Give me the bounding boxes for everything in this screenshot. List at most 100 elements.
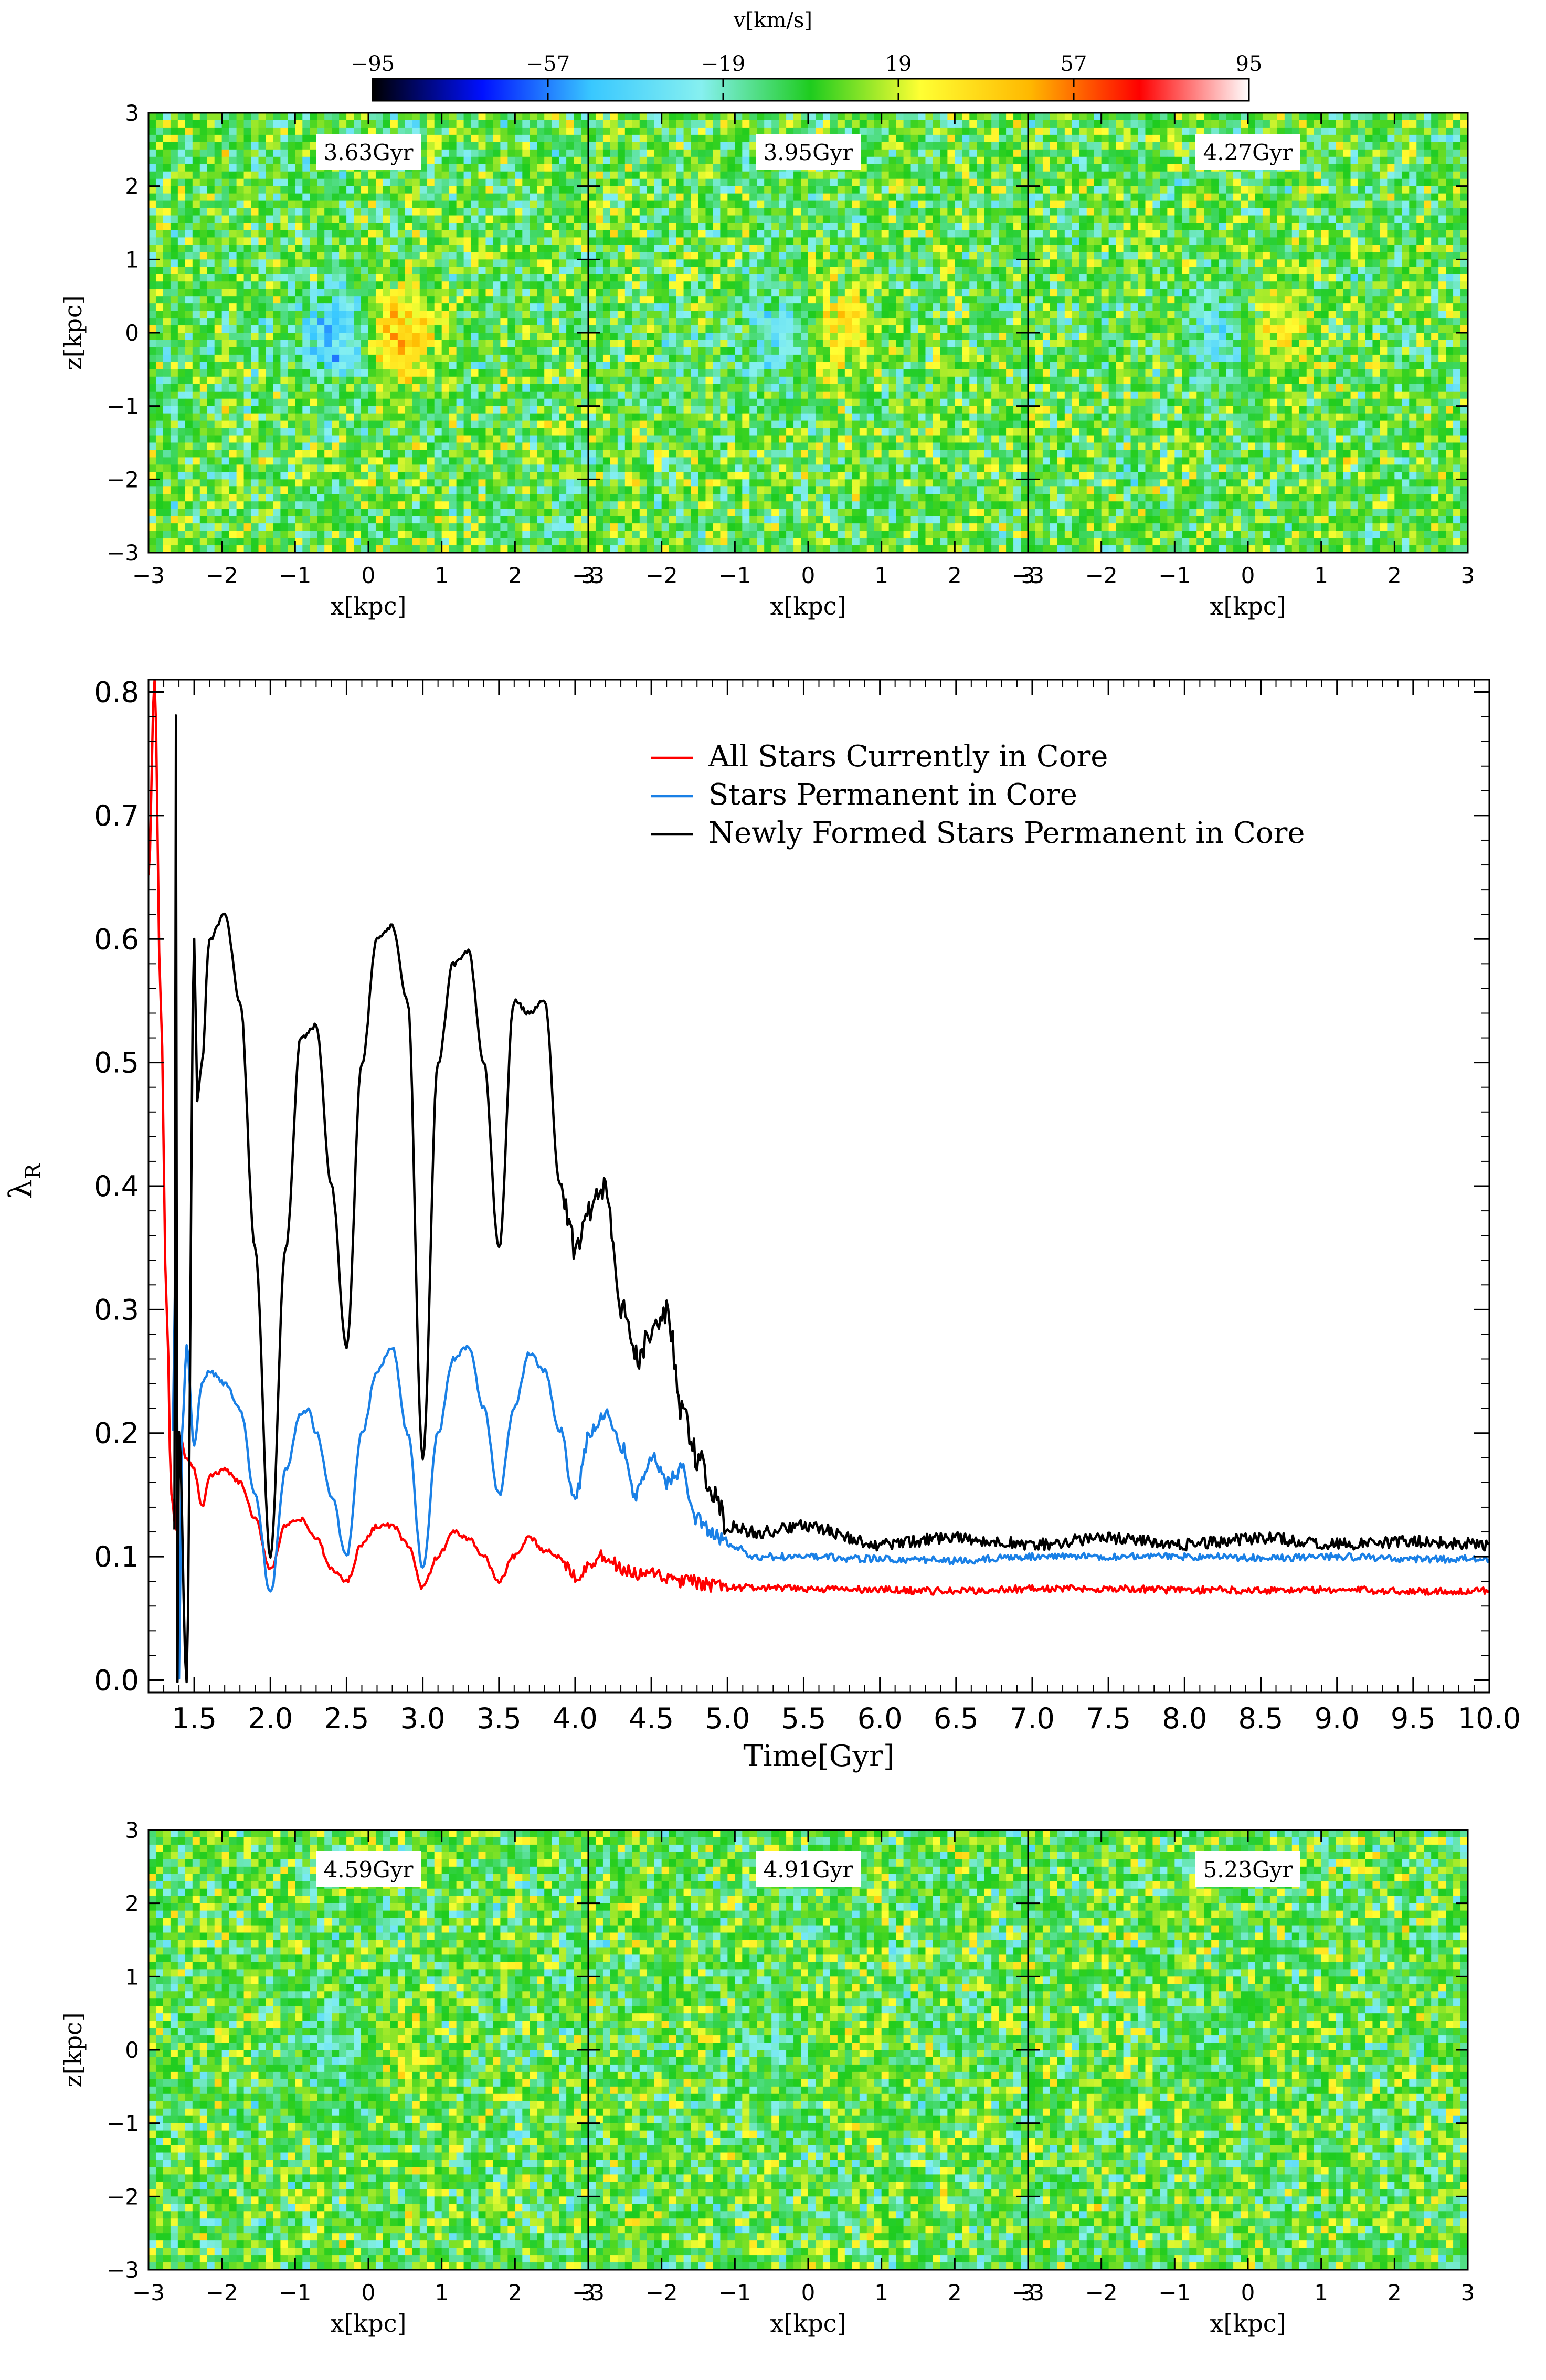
map-pixel bbox=[507, 457, 515, 465]
map-pixel bbox=[332, 538, 340, 546]
map-pixel bbox=[163, 274, 171, 282]
map-pixel bbox=[441, 223, 450, 231]
map-pixel bbox=[991, 178, 999, 187]
map-pixel bbox=[405, 406, 413, 414]
map-pixel bbox=[859, 237, 867, 245]
map-pixel bbox=[830, 200, 838, 209]
map-pixel bbox=[221, 178, 230, 187]
map-pixel bbox=[229, 501, 237, 509]
map-pixel bbox=[199, 406, 208, 414]
map-pixel bbox=[552, 230, 559, 238]
map-pixel bbox=[434, 200, 442, 209]
map-pixel bbox=[647, 230, 655, 238]
map-pixel bbox=[661, 215, 670, 224]
map-pixel bbox=[837, 200, 845, 209]
map-pixel bbox=[588, 134, 596, 143]
map-pixel bbox=[214, 516, 223, 524]
map-pixel bbox=[705, 134, 714, 143]
map-pixel bbox=[288, 340, 295, 348]
map-pixel bbox=[434, 193, 442, 202]
map-pixel bbox=[837, 208, 845, 216]
map-pixel bbox=[559, 486, 567, 494]
map-pixel bbox=[822, 252, 831, 260]
map-pixel bbox=[258, 289, 267, 297]
map-pixel bbox=[830, 193, 838, 202]
map-pixel bbox=[324, 516, 332, 524]
map-pixel bbox=[485, 479, 494, 487]
map-pixel bbox=[683, 245, 692, 252]
map-pixel bbox=[339, 296, 347, 304]
map-pixel bbox=[280, 223, 288, 231]
map-pixel bbox=[888, 134, 897, 143]
map-pixel bbox=[581, 230, 588, 238]
map-pixel bbox=[888, 193, 897, 202]
map-pixel bbox=[888, 120, 897, 128]
map-pixel bbox=[735, 223, 743, 231]
map-pixel bbox=[280, 494, 288, 502]
map-pixel bbox=[727, 127, 735, 135]
map-pixel bbox=[427, 538, 435, 546]
map-pixel bbox=[412, 120, 420, 128]
map-pixel bbox=[485, 259, 494, 267]
map-pixel bbox=[940, 113, 948, 121]
map-pixel bbox=[552, 289, 559, 297]
map-pixel bbox=[155, 200, 164, 209]
map-pixel bbox=[881, 127, 890, 135]
map-pixel bbox=[273, 311, 281, 319]
map-pixel bbox=[302, 340, 310, 348]
map-pixel bbox=[155, 281, 164, 289]
map-pixel bbox=[339, 303, 347, 311]
map-pixel bbox=[566, 509, 574, 516]
map-pixel bbox=[1006, 245, 1014, 252]
map-pixel bbox=[485, 435, 494, 443]
map-pixel bbox=[515, 171, 523, 179]
map-pixel bbox=[859, 120, 867, 128]
map-pixel bbox=[397, 296, 406, 304]
map-pixel bbox=[566, 501, 574, 509]
map-pixel bbox=[229, 523, 237, 531]
map-pixel bbox=[236, 134, 245, 143]
map-pixel bbox=[354, 120, 362, 128]
map-pixel bbox=[559, 501, 567, 509]
map-pixel bbox=[405, 442, 413, 451]
map-pixel bbox=[574, 413, 581, 421]
map-pixel bbox=[515, 391, 523, 399]
map-pixel bbox=[383, 230, 391, 238]
map-pixel bbox=[383, 215, 391, 224]
map-pixel bbox=[581, 296, 588, 304]
map-pixel bbox=[419, 457, 428, 465]
map-pixel bbox=[375, 171, 384, 179]
map-pixel bbox=[522, 311, 530, 319]
map-pixel bbox=[559, 289, 567, 297]
map-pixel bbox=[324, 186, 332, 194]
map-pixel bbox=[456, 406, 464, 414]
map-pixel bbox=[412, 296, 420, 304]
map-pixel bbox=[170, 208, 178, 216]
map-pixel bbox=[500, 457, 508, 465]
map-pixel bbox=[302, 428, 310, 436]
map-pixel bbox=[771, 267, 779, 274]
map-pixel bbox=[654, 127, 662, 135]
map-pixel bbox=[493, 178, 501, 187]
map-pixel bbox=[801, 259, 809, 267]
map-pixel bbox=[192, 230, 200, 238]
map-pixel bbox=[500, 200, 508, 209]
map-pixel bbox=[419, 545, 428, 553]
map-pixel bbox=[999, 252, 1007, 260]
map-pixel bbox=[771, 171, 779, 179]
map-pixel bbox=[485, 333, 494, 341]
map-pixel bbox=[463, 545, 472, 553]
map-pixel bbox=[581, 259, 588, 267]
map-pixel bbox=[713, 120, 721, 128]
map-pixel bbox=[888, 237, 897, 245]
map-pixel bbox=[346, 208, 354, 216]
map-pixel bbox=[574, 325, 581, 333]
map-pixel bbox=[610, 208, 618, 216]
map-pixel bbox=[163, 164, 171, 172]
map-pixel bbox=[977, 259, 984, 267]
map-pixel bbox=[155, 237, 164, 245]
map-pixel bbox=[888, 259, 897, 267]
map-pixel bbox=[515, 252, 523, 260]
map-pixel bbox=[1013, 208, 1021, 216]
map-pixel bbox=[295, 369, 303, 377]
